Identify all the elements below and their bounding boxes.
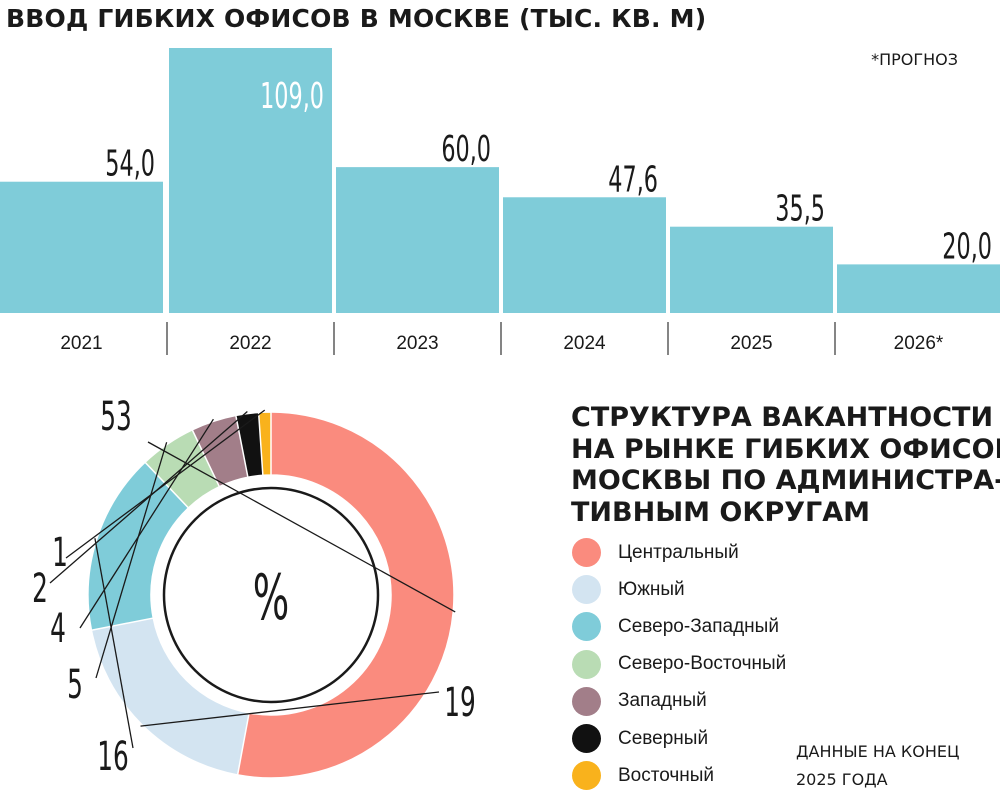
legend-label: Северо-Восточный: [618, 653, 787, 675]
slice-value-label: 19: [444, 679, 476, 726]
legend-label: Центральный: [618, 541, 739, 563]
bar-chart: 54,0 2021 109,0 2022 60,0 2023 47,6 2024 35,5 202…: [0, 48, 1000, 355]
legend-label: Западный: [618, 690, 707, 712]
bar-2026*: [837, 264, 1000, 313]
legend-item: Северо-Западный: [572, 608, 786, 645]
donut-title-line: СТРУКТУРА ВАКАНТНОСТИ: [571, 402, 994, 433]
donut-title-line: ТИВНЫМ ОКРУГАМ: [571, 496, 871, 528]
slice-value-label: 53: [100, 393, 132, 440]
source-line: 2025 ГОДА: [796, 770, 888, 789]
bar-value-label: 54,0: [105, 143, 155, 185]
donut-legend: Центральный Южный Северо-Западный Северо-Во…: [572, 534, 786, 794]
bar-value-label: 60,0: [441, 129, 491, 171]
source-note: ДАННЫЕ НА КОНЕЦ 2025 ГОДА: [796, 738, 959, 794]
slice-leader-line: [95, 442, 168, 679]
bar-value-label: 20,0: [942, 226, 992, 268]
x-tick-label: 2026*: [894, 333, 944, 354]
bar-2025: [670, 226, 833, 313]
slice-value-label: 4: [50, 605, 66, 652]
slice-value-label: 2: [32, 565, 48, 612]
legend-swatch: [572, 538, 601, 568]
donut-chart-title: СТРУКТУРА ВАКАНТНОСТИ НА РЫНКЕ ГИБКИХ ОФ…: [571, 402, 1000, 528]
donut-center-label: %: [253, 563, 290, 635]
legend-label: Северный: [618, 727, 709, 749]
legend-item: Восточный: [572, 757, 786, 794]
bar-value-label: 47,6: [608, 159, 658, 201]
slice-leader-line: [147, 441, 456, 613]
donut-inner-ring: [162, 486, 380, 704]
slice-leader-line: [140, 691, 440, 727]
donut-title-line: МОСКВЫ ПО АДМИНИСТРА-: [571, 465, 1000, 496]
legend-swatch: [572, 612, 601, 642]
legend-item: Южный: [572, 571, 786, 608]
legend-swatch: [572, 686, 601, 716]
x-tick-label: 2025: [730, 333, 772, 354]
legend-label: Северо-Западный: [618, 615, 779, 637]
x-tick-label: 2021: [60, 333, 102, 354]
bar-2022: [169, 48, 332, 313]
slice-value-label: 16: [97, 733, 129, 780]
slice-leader-line: [94, 538, 134, 749]
slice-value-label: 5: [67, 661, 83, 708]
bar-value-label: 109,0: [260, 76, 324, 118]
forecast-note: *ПРОГНОЗ: [871, 50, 958, 69]
x-tick-label: 2023: [396, 333, 438, 354]
slice-leader-line: [65, 409, 266, 559]
slice-value-label: 1: [52, 529, 68, 576]
legend-swatch: [572, 649, 601, 679]
slice-leader-line: [79, 418, 214, 629]
bar-chart-title: ВВОД ГИБКИХ ОФИСОВ В МОСКВЕ (ТЫС. КВ. М): [6, 4, 707, 33]
legend-swatch: [572, 761, 601, 791]
legend-swatch: [572, 724, 601, 754]
x-tick-label: 2024: [563, 333, 606, 354]
legend-item: Северо-Восточный: [572, 646, 786, 683]
legend-item: Северный: [572, 720, 786, 757]
x-tick-label: 2022: [229, 333, 271, 354]
bar-2023: [336, 167, 499, 313]
legend-item: Западный: [572, 683, 786, 720]
legend-swatch: [572, 575, 601, 605]
donut-slice: [235, 411, 455, 779]
legend-label: Южный: [618, 578, 685, 600]
legend-label: Восточный: [618, 764, 715, 786]
bar-2021: [0, 181, 163, 313]
bar-value-label: 35,5: [775, 188, 825, 230]
donut-title-line: НА РЫНКЕ ГИБКИХ ОФИСОВ: [571, 433, 1000, 465]
legend-item: Центральный: [572, 534, 786, 571]
source-line: ДАННЫЕ НА КОНЕЦ: [796, 742, 960, 761]
bar-2024: [503, 197, 666, 313]
